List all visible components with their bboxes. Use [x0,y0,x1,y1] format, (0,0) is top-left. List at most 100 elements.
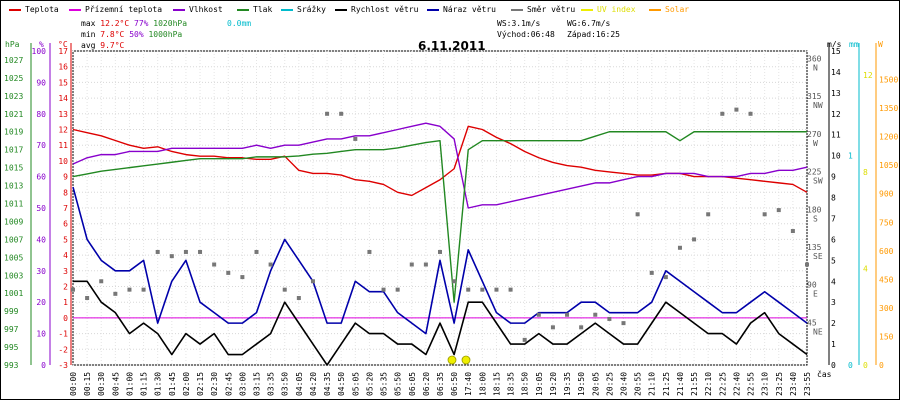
sunset-stat: Západ:16:25 [567,30,620,39]
pressure-tick-label: 1005 [4,253,23,262]
wind-direction-point [127,287,132,292]
series-line-temp [72,125,808,197]
direction-tick-label: 180 [807,205,822,214]
wind-direction-point [240,275,245,280]
wind-speed-stat: WS:3.1m/s [497,19,541,28]
avg-temperature: 9.7°C [100,41,125,50]
direction-tick-label: 315 [807,92,822,101]
wind-tick-label: 7 [831,214,836,223]
pressure-tick-label: 1017 [4,146,23,155]
min-humidity: 50% [129,30,144,39]
wind-gust-stat: WG:6.7m/s [567,19,611,28]
uv-tick-label: 0 [863,361,868,370]
chart-date: 6.11.2011 [418,39,486,53]
time-axis-label: čas [817,369,832,379]
solar-unit-label: W [878,40,883,49]
pressure-tick-label: 1021 [4,110,23,119]
humidity-tick-label: 40 [36,235,46,244]
legend-item-wind-speed: Rychlost větru [335,5,418,15]
x-tick-label: 18:15 [492,372,501,396]
x-tick-label: 04:05 [295,372,304,396]
x-tick-label: 22:10 [704,372,713,396]
wind-direction-point [706,212,711,217]
wind-direction-point [268,262,273,267]
direction-compass-label: NW [813,101,823,110]
x-tick-label: 03:15 [253,372,262,396]
wind-unit-label: m/s [827,40,842,49]
pressure-tick-label: 1013 [4,182,23,191]
x-tick-label: 01:00 [125,372,134,396]
legend-label: Srážky [297,5,326,14]
temperature-tick-label: 13 [58,110,68,119]
wind-direction-point [339,111,344,116]
temperature-tick-label: 10 [58,157,68,166]
x-tick-label: 21:25 [662,372,671,396]
direction-tick-label: 360 [807,55,822,64]
x-tick-label: 23:25 [775,372,784,396]
wind-direction-point [325,111,330,116]
wind-tick-label: 15 [831,47,841,56]
direction-compass-label: SE [813,252,823,261]
x-tick-label: 23:10 [761,372,770,396]
legend-swatch [335,8,347,11]
uv-tick-label: 8 [863,168,868,177]
wind-direction-point [85,296,90,301]
sunset-marker [461,355,471,365]
wind-direction-point [409,262,414,267]
legend-item-humidity: Vlhkost [173,5,223,15]
wind-direction-point [452,279,457,284]
wind-direction-point [621,321,626,326]
rain-tick-label: 0 [848,361,853,370]
pressure-tick-label: 1025 [4,74,23,83]
temperature-tick-label: 6 [63,220,68,229]
direction-compass-label: S [813,214,818,223]
temperature-tick-label: -3 [58,361,68,370]
wind-tick-label: 8 [831,194,836,203]
wind-direction-point [480,287,485,292]
x-tick-label: 05:35 [380,372,389,396]
direction-tick-label: 135 [807,243,822,252]
temperature-tick-label: 1 [63,298,68,307]
humidity-tick-label: 80 [36,110,46,119]
min-pressure: 1000hPa [148,30,183,39]
x-tick-label: 02:45 [224,372,233,396]
wind-direction-point [607,316,612,321]
solar-tick-label: 0 [879,361,884,370]
x-tick-label: 20:55 [634,372,643,396]
x-tick-label: 05:20 [365,372,374,396]
wind-direction-point [141,287,146,292]
x-tick-label: 00:30 [97,372,106,396]
temperature-tick-label: 15 [58,78,68,87]
x-tick-label: 03:50 [281,372,290,396]
x-tick-label: 22:40 [732,372,741,396]
legend-swatch [581,8,593,11]
direction-tick-label: 270 [807,130,822,139]
x-tick-label: 22:55 [747,372,756,396]
wind-direction-point [155,249,160,254]
x-tick-label: 20:40 [620,372,629,396]
direction-compass-label: NE [813,327,823,336]
legend-item-pressure: Tlak [237,5,272,15]
wind-direction-point [776,208,781,213]
temperature-tick-label: 2 [63,283,68,292]
x-tick-label: 00:45 [111,372,120,396]
wind-tick-label: 0 [831,361,836,370]
wind-tick-label: 12 [831,110,841,119]
pressure-tick-label: 1007 [4,235,23,244]
series-line-press [72,131,807,303]
x-tick-label: 05:50 [394,372,403,396]
solar-tick-label: 1500 [879,76,898,85]
wind-direction-point [550,325,555,330]
solar-tick-label: 900 [879,190,894,199]
sunrise-stat: Východ:06:48 [497,30,555,39]
humidity-tick-label: 10 [36,330,46,339]
wind-direction-point [677,245,682,250]
x-tick-label: 20:05 [591,372,600,396]
pressure-tick-label: 1019 [4,128,23,137]
max-temperature: 12.2°C [100,19,130,28]
temperature-tick-label: 0 [63,314,68,323]
humidity-tick-label: 30 [36,267,46,276]
wind-tick-label: 13 [831,89,841,98]
x-tick-label: 01:30 [154,372,163,396]
